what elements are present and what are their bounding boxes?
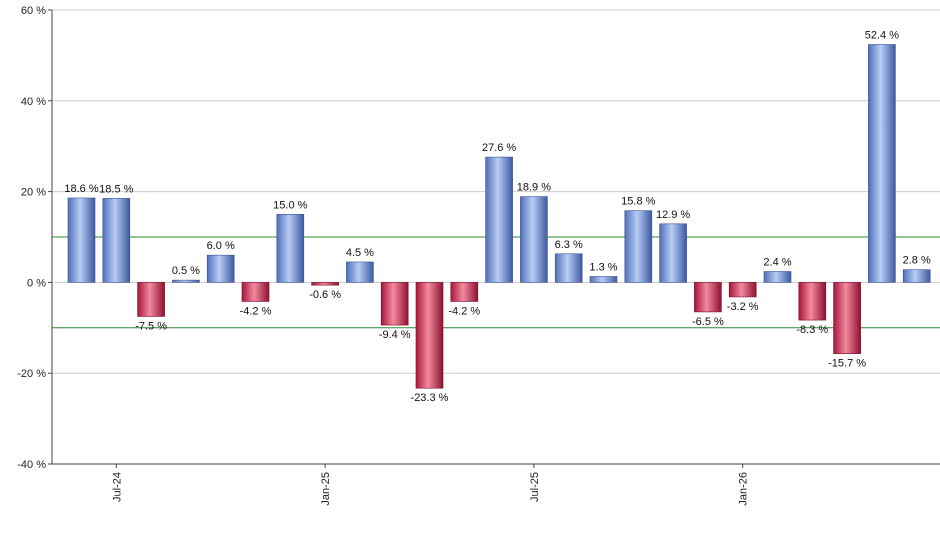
data-label: 4.5 % xyxy=(346,247,374,259)
bar xyxy=(380,282,409,326)
data-label: 6.3 % xyxy=(555,239,583,251)
bar xyxy=(415,282,444,389)
y-tick-label: 20 % xyxy=(21,187,46,199)
x-tick-label: Jul-25 xyxy=(529,472,541,502)
bars xyxy=(67,44,931,389)
data-label: 12.9 % xyxy=(656,209,690,221)
bar xyxy=(172,279,200,283)
bar xyxy=(346,261,374,283)
bar xyxy=(763,271,792,283)
bar xyxy=(311,282,339,286)
data-label: -7.5 % xyxy=(135,320,167,332)
data-label: -4.2 % xyxy=(240,305,272,317)
data-label: -4.2 % xyxy=(448,305,480,317)
bar xyxy=(137,282,165,317)
data-label: 6.0 % xyxy=(207,240,235,252)
bar xyxy=(241,282,270,302)
data-label: 27.6 % xyxy=(482,142,516,154)
data-label: 18.6 % xyxy=(64,183,98,195)
bar xyxy=(833,282,861,354)
bar xyxy=(868,44,896,283)
y-tick-label: -40 % xyxy=(17,459,46,471)
data-label: -15.7 % xyxy=(828,358,866,370)
bar xyxy=(659,223,687,283)
bar xyxy=(589,276,618,283)
x-tick-label: Jul-24 xyxy=(111,472,123,502)
data-label: 15.8 % xyxy=(621,196,655,208)
y-tick-label: 40 % xyxy=(21,96,46,108)
bar xyxy=(520,196,548,283)
bar xyxy=(694,282,722,313)
data-label: 52.4 % xyxy=(865,30,899,42)
bar xyxy=(102,198,131,283)
bar xyxy=(798,282,827,321)
data-label: -6.5 % xyxy=(692,316,724,328)
data-label: -9.4 % xyxy=(379,329,411,341)
bar xyxy=(902,269,931,283)
data-label: -8.3 % xyxy=(796,324,828,336)
bar xyxy=(728,282,757,298)
y-tick-label: -20 % xyxy=(17,368,46,380)
data-label: -0.6 % xyxy=(309,289,341,301)
bar xyxy=(485,156,513,283)
axes: -40 % -20 % 0 % 20 % 40 % 60 % Jul-24 Jan-25 Jul… xyxy=(17,5,940,506)
x-tick-label: Jan-25 xyxy=(320,472,332,506)
bar xyxy=(67,197,96,283)
data-label: -23.3 % xyxy=(411,392,449,404)
bar xyxy=(276,214,305,283)
bar xyxy=(624,210,653,283)
bar xyxy=(450,282,479,302)
data-label: 1.3 % xyxy=(589,261,617,273)
y-tick-label: 60 % xyxy=(21,5,46,17)
data-label: 18.9 % xyxy=(517,182,551,194)
data-label: 2.8 % xyxy=(903,255,931,267)
data-label: 0.5 % xyxy=(172,265,200,277)
bar xyxy=(554,253,583,283)
y-tick-label: 0 % xyxy=(27,277,46,289)
data-label: -3.2 % xyxy=(727,301,759,313)
data-labels: 18.6 % 18.5 % -7.5 % 0.5 % 6.0 % -4.2 % 15.0 %… xyxy=(64,30,931,405)
bar xyxy=(206,254,235,283)
data-label: 15.0 % xyxy=(273,199,307,211)
data-label: 18.5 % xyxy=(99,183,133,195)
data-label: 2.4 % xyxy=(763,257,791,269)
x-tick-label: Jan-26 xyxy=(738,472,750,506)
